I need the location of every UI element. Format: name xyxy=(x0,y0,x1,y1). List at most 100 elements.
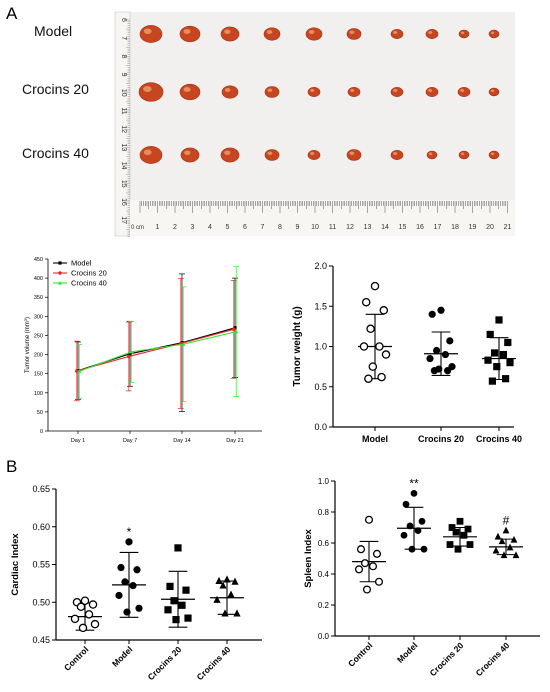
tumor-highlight xyxy=(308,30,315,34)
tumor xyxy=(347,87,361,97)
data-point xyxy=(381,350,391,359)
data-point xyxy=(215,576,223,584)
tumor xyxy=(179,25,201,43)
data-point xyxy=(72,598,82,607)
data-point xyxy=(232,327,236,332)
y-tick-label: 100 xyxy=(34,391,43,397)
data-point xyxy=(370,281,380,291)
data-point xyxy=(460,531,468,539)
y-tick-label: 150 xyxy=(34,372,43,378)
tumor-highlight xyxy=(267,151,273,155)
data-point xyxy=(493,363,501,371)
y-axis-label-end: ) xyxy=(25,317,31,319)
data-point xyxy=(181,342,186,346)
ruler-number: 15 xyxy=(399,224,407,231)
significance-annotation: * xyxy=(127,525,132,539)
x-tick-label: Day 21 xyxy=(226,438,243,444)
data-point xyxy=(221,609,229,617)
x-tick-label: Control xyxy=(346,640,374,668)
tumor-highlight xyxy=(349,30,355,34)
tumor xyxy=(179,83,201,101)
tumor xyxy=(426,150,438,160)
tumor xyxy=(390,87,404,97)
tumor-highlight xyxy=(224,150,231,155)
data-point xyxy=(170,597,178,605)
data-point xyxy=(494,532,502,540)
legend-marker xyxy=(58,261,62,265)
y-tick-label: 0.8 xyxy=(318,508,330,517)
ruler-number: 18 xyxy=(451,224,459,231)
data-point xyxy=(420,545,428,553)
x-tick-label: Control xyxy=(62,644,90,672)
data-point xyxy=(506,359,514,367)
y-tick-label: 0.6 xyxy=(318,539,330,548)
y-tick-label: 0.0 xyxy=(318,632,330,641)
tumor-highlight xyxy=(428,89,433,92)
tumor-highlight xyxy=(490,152,495,155)
photo-background xyxy=(115,12,515,236)
ruler-number: 16 xyxy=(416,224,424,231)
tumor xyxy=(346,149,362,161)
y-tick-label: 200 xyxy=(34,353,43,359)
significance-annotation: ** xyxy=(409,476,419,490)
x-tick-label: Model xyxy=(110,644,134,668)
tumor xyxy=(425,87,439,97)
tumor xyxy=(390,29,404,39)
data-point xyxy=(213,595,221,603)
y-axis-label: Tumor weight (g) xyxy=(292,306,303,386)
data-point xyxy=(484,356,492,364)
y-tick-label: 0.45 xyxy=(32,635,50,645)
data-point xyxy=(444,367,452,375)
tumor xyxy=(458,150,470,160)
data-point xyxy=(77,369,82,373)
y-axis-label: Spleen Index xyxy=(303,528,314,587)
ruler-unit-label: 0 cm xyxy=(131,225,144,231)
tumor-highlight xyxy=(393,31,398,34)
tumor-highlight xyxy=(183,29,191,34)
tumor-highlight xyxy=(490,31,495,34)
data-point xyxy=(70,614,80,624)
data-point xyxy=(502,375,510,383)
panel-label-a: A xyxy=(6,4,18,23)
data-point xyxy=(406,522,414,530)
data-point xyxy=(135,604,143,612)
ruler-number: 11 xyxy=(329,224,336,231)
tumor xyxy=(390,150,404,160)
data-point xyxy=(80,596,90,605)
data-point xyxy=(90,619,100,629)
y-tick-label: 0.50 xyxy=(32,597,50,607)
ruler-number: 7 xyxy=(261,224,265,231)
tumor xyxy=(220,26,240,42)
data-point xyxy=(88,600,98,609)
data-point xyxy=(448,363,456,371)
data-point xyxy=(466,541,474,548)
data-point xyxy=(354,565,364,574)
data-point xyxy=(364,515,374,524)
data-point xyxy=(446,337,454,345)
tumor xyxy=(139,146,163,164)
y-tick-label: 50 xyxy=(37,410,43,416)
data-point xyxy=(428,310,436,318)
y-tick-label: 300 xyxy=(34,314,43,320)
data-point xyxy=(402,500,410,508)
ruler-number: 14 xyxy=(381,224,389,231)
x-tick-label: Day 14 xyxy=(173,438,190,444)
tumor-highlight xyxy=(490,89,495,92)
data-point xyxy=(379,306,389,315)
ruler-number: 20 xyxy=(486,224,494,231)
x-tick-label: Crocins 20 xyxy=(418,434,464,444)
data-point xyxy=(500,551,508,559)
y-tick-label: 2.0 xyxy=(314,261,327,271)
tumor xyxy=(305,27,323,41)
ruler-number: 19 xyxy=(469,224,477,231)
data-point xyxy=(430,367,438,375)
data-point xyxy=(437,306,445,314)
data-point xyxy=(491,349,499,357)
data-point xyxy=(504,338,512,347)
data-point xyxy=(361,297,371,307)
side-ruler-number: 15 xyxy=(120,180,127,188)
data-point xyxy=(498,537,506,545)
data-point xyxy=(426,354,434,363)
data-point xyxy=(506,543,514,551)
data-point xyxy=(128,352,132,356)
